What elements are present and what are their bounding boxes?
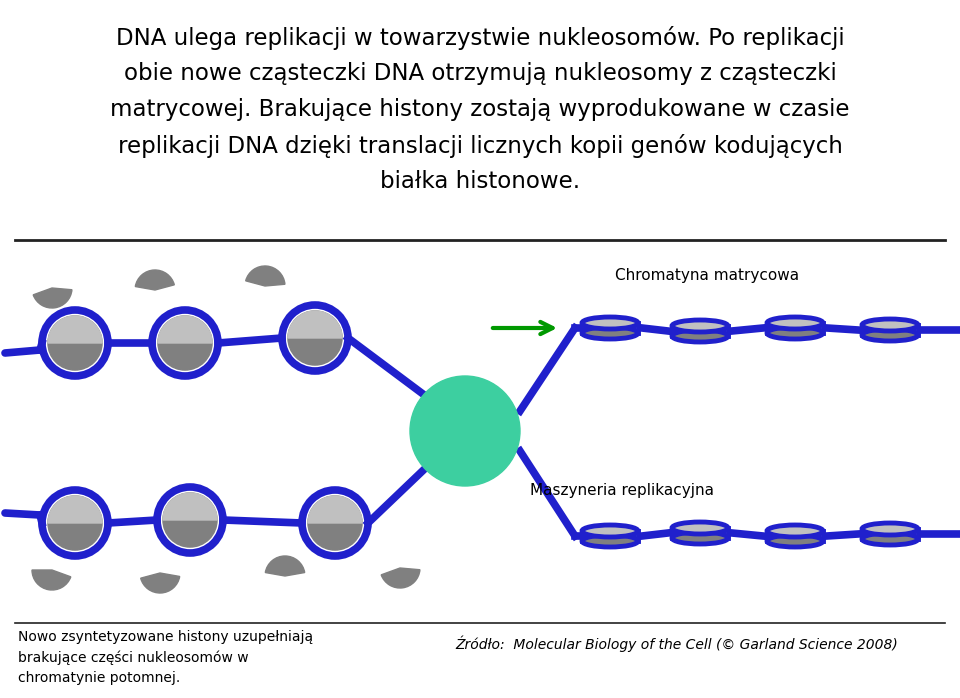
Wedge shape xyxy=(34,288,72,308)
Ellipse shape xyxy=(672,320,728,332)
Ellipse shape xyxy=(862,329,918,341)
Text: matrycowej. Brakujące histony zostają wyprodukowane w czasie: matrycowej. Brakujące histony zostają wy… xyxy=(110,98,850,121)
Wedge shape xyxy=(288,311,342,338)
Wedge shape xyxy=(141,573,180,593)
Wedge shape xyxy=(135,270,175,290)
Ellipse shape xyxy=(672,532,728,544)
Wedge shape xyxy=(48,316,102,343)
Ellipse shape xyxy=(582,535,638,547)
Circle shape xyxy=(308,496,362,550)
Circle shape xyxy=(48,316,102,370)
Text: Maszyneria replikacyjna: Maszyneria replikacyjna xyxy=(530,483,714,498)
Ellipse shape xyxy=(582,317,638,329)
Text: obie nowe cząsteczki DNA otrzymują nukleosomy z cząsteczki: obie nowe cząsteczki DNA otrzymują nukle… xyxy=(124,62,836,85)
Wedge shape xyxy=(246,266,285,286)
Text: replikacji DNA dzięki translacji licznych kopii genów kodujących: replikacji DNA dzięki translacji licznyc… xyxy=(117,134,843,158)
Wedge shape xyxy=(48,496,102,523)
Circle shape xyxy=(163,493,217,547)
Wedge shape xyxy=(308,496,362,523)
Ellipse shape xyxy=(862,319,918,331)
Ellipse shape xyxy=(672,522,728,534)
Ellipse shape xyxy=(767,535,823,547)
Wedge shape xyxy=(32,570,71,590)
Wedge shape xyxy=(158,316,212,343)
Ellipse shape xyxy=(862,523,918,535)
Ellipse shape xyxy=(767,525,823,537)
Wedge shape xyxy=(265,556,304,576)
Circle shape xyxy=(48,496,102,550)
Ellipse shape xyxy=(862,533,918,545)
Text: Chromatyna matrycowa: Chromatyna matrycowa xyxy=(615,268,799,283)
Text: Źródło:  Molecular Biology of the Cell (© Garland Science 2008): Źródło: Molecular Biology of the Cell (©… xyxy=(455,636,898,653)
Wedge shape xyxy=(381,568,420,588)
Ellipse shape xyxy=(582,327,638,339)
Text: białka histonowe.: białka histonowe. xyxy=(380,170,580,193)
Circle shape xyxy=(288,311,342,365)
Ellipse shape xyxy=(767,327,823,339)
Ellipse shape xyxy=(582,525,638,537)
Circle shape xyxy=(158,316,212,370)
Text: DNA ulega replikacji w towarzystwie nukleosomów. Po replikacji: DNA ulega replikacji w towarzystwie nukl… xyxy=(116,26,844,50)
Wedge shape xyxy=(163,493,217,520)
Ellipse shape xyxy=(767,317,823,329)
Circle shape xyxy=(410,376,520,486)
Text: Nowo zsyntetyzowane histony uzupełniają
brakujące części nukleosomów w
chromatyn: Nowo zsyntetyzowane histony uzupełniają … xyxy=(18,630,313,685)
Ellipse shape xyxy=(672,330,728,342)
